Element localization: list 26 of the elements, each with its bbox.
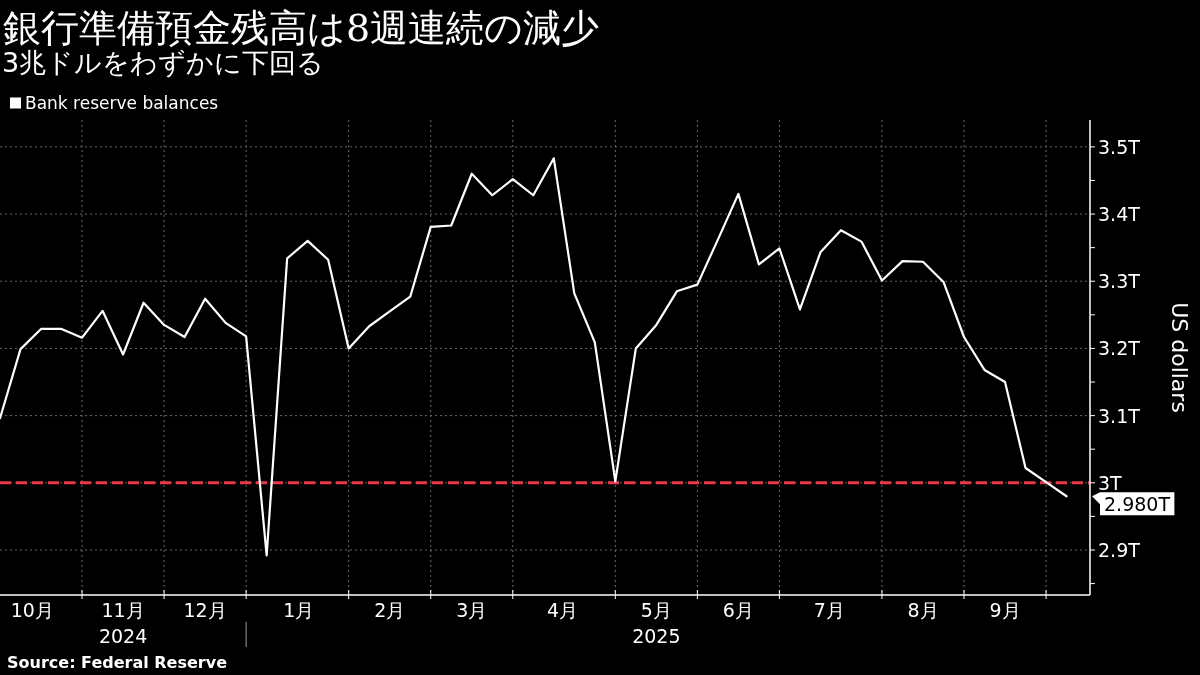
- annotation: 2.980T: [1104, 492, 1171, 515]
- x-tick-label: 6月: [722, 599, 754, 621]
- x-tick-label: 7月: [813, 599, 845, 621]
- source-note: Source: Federal Reserve: [7, 653, 228, 672]
- x-tick-label: 9月: [989, 599, 1021, 621]
- x-tick-label: 2月: [374, 599, 406, 621]
- line-series: [0, 157, 1068, 557]
- x-tick-label: 4月: [547, 599, 579, 621]
- x-tick-label: 8月: [907, 599, 939, 621]
- y-tick-label: 3.4T: [1098, 203, 1141, 226]
- x-tick-label: 3月: [456, 599, 488, 621]
- y-tick-label: 3.1T: [1098, 404, 1141, 427]
- x-tick-label: 10月: [10, 599, 54, 621]
- x-tick-label: 5月 2025: [632, 599, 681, 647]
- y-tick-label: 3T: [1098, 471, 1123, 494]
- y-tick-label: 3.3T: [1098, 270, 1141, 293]
- y-tick-label: 2.9T: [1098, 538, 1141, 561]
- legend-label: Bank reserve balances: [25, 93, 219, 113]
- x-tick-label: 12月: [183, 599, 227, 621]
- y-tick-label: 3.2T: [1098, 337, 1141, 360]
- chart-subtitle: 3兆ドルをわずかに下回る: [2, 47, 325, 78]
- y-axis-title: US dollars: [1167, 302, 1193, 413]
- chart-title: 銀行準備預金残高は8週連続の減少: [3, 6, 600, 50]
- x-tick-label: 1月: [283, 599, 315, 621]
- x-tick-label: 11月 2024: [98, 599, 148, 647]
- y-tick-label: 3.5T: [1098, 135, 1141, 158]
